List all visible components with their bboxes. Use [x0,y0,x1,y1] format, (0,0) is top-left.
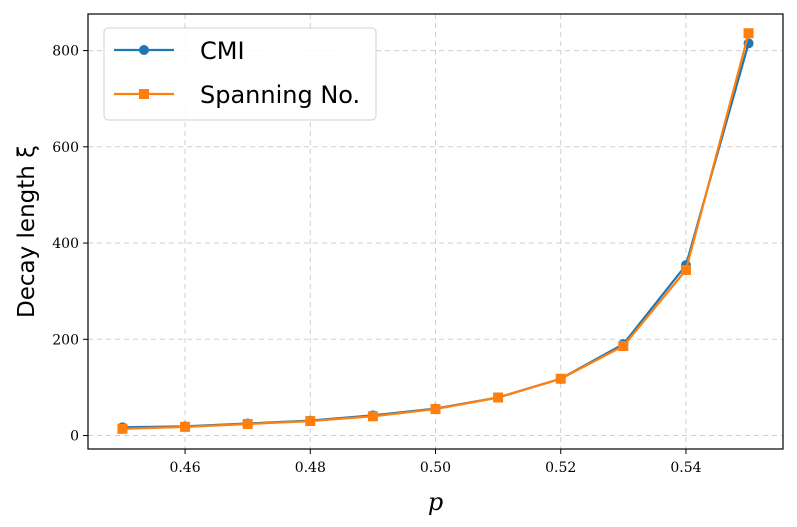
data-point [618,341,629,352]
x-tick-label: 0.52 [545,460,576,476]
data-point [680,264,691,275]
legend-label: CMI [200,37,245,65]
data-point [430,404,441,415]
series-spanning-no [117,28,754,434]
y-tick-label: 200 [52,332,79,348]
x-tick-label: 0.48 [295,460,326,476]
legend-entry: CMI [114,37,245,65]
legend: CMI Spanning No. [103,27,377,121]
y-tick-label: 800 [52,44,79,60]
ticks: 0.46 0.48 0.50 0.52 0.54 0 200 400 600 800 [52,44,701,476]
x-tick-label: 0.46 [169,460,200,476]
y-tick-label: 400 [52,236,79,252]
data-point [743,28,754,39]
data-point [555,373,566,384]
y-tick-label: 600 [52,140,79,156]
data-point [117,423,128,434]
legend-label: Spanning No. [200,81,360,109]
data-point [139,89,149,99]
y-axis-label: Decay length ξ [14,145,40,318]
data-point [242,418,253,429]
y-tick-label: 0 [70,429,79,445]
x-tick-label: 0.54 [670,460,701,476]
legend-entry: Spanning No. [114,81,360,109]
data-point [367,411,378,422]
data-point [139,45,149,55]
x-axis-label: p [428,488,443,516]
series-layer [117,28,754,434]
data-point [493,392,504,403]
data-point [180,421,191,432]
data-point [305,416,316,427]
x-tick-label: 0.50 [420,460,451,476]
